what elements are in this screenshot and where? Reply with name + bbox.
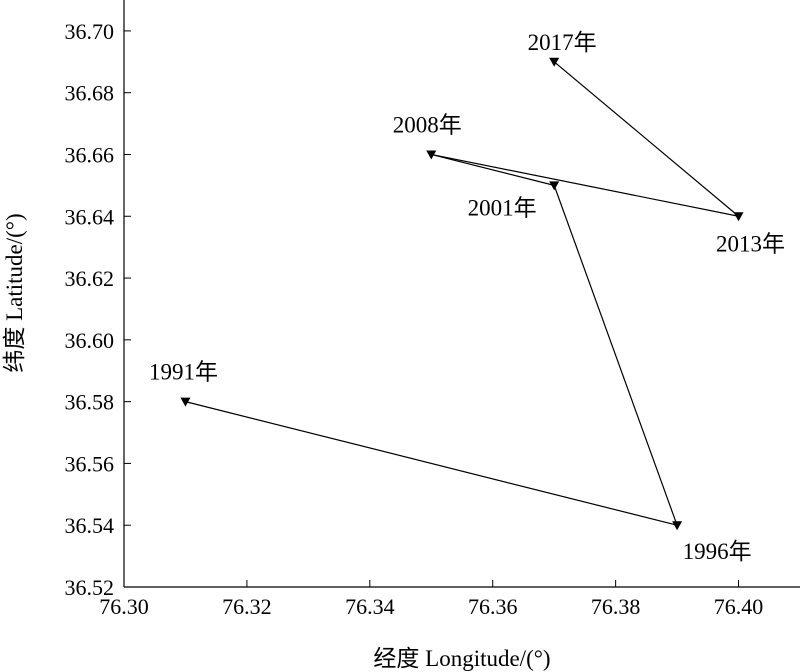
point-labels: 1991年 1996年 2001年 2008年 2013年 2017年 bbox=[149, 30, 785, 564]
series-trajectory bbox=[185, 61, 739, 526]
x-tick-label: 76.40 bbox=[714, 594, 764, 619]
x-tick-label: 76.32 bbox=[222, 594, 272, 619]
point-label: 2017年 bbox=[528, 30, 597, 55]
y-ticks: 36.52 36.54 36.56 36.58 36.60 36.62 36.64 36.66… bbox=[65, 19, 131, 600]
trajectory-segment bbox=[431, 153, 555, 186]
x-tick-label: 76.34 bbox=[345, 594, 395, 619]
data-point-marker bbox=[549, 181, 560, 191]
trajectory-segment bbox=[431, 153, 739, 217]
point-label: 2013年 bbox=[716, 231, 785, 256]
trajectory-segment bbox=[553, 61, 739, 217]
point-label: 2001年 bbox=[468, 195, 537, 220]
y-tick-label: 36.66 bbox=[65, 142, 115, 167]
axes bbox=[123, 0, 800, 588]
y-tick-label: 36.58 bbox=[65, 390, 115, 415]
data-point-marker bbox=[733, 212, 744, 222]
y-tick-label: 36.60 bbox=[65, 328, 115, 353]
y-tick-label: 36.64 bbox=[65, 204, 115, 229]
point-label: 1996年 bbox=[683, 539, 752, 564]
x-ticks: 76.30 76.32 76.34 76.36 76.38 76.40 bbox=[99, 580, 763, 619]
data-point-marker bbox=[672, 521, 683, 531]
y-tick-label: 36.68 bbox=[65, 81, 115, 106]
y-tick-label: 36.54 bbox=[65, 513, 115, 538]
x-tick-label: 76.38 bbox=[591, 594, 641, 619]
data-point-marker bbox=[549, 57, 560, 67]
trajectory-segment bbox=[185, 401, 678, 526]
point-label: 2008年 bbox=[393, 112, 462, 137]
markers bbox=[180, 57, 744, 531]
x-tick-label: 76.36 bbox=[468, 594, 518, 619]
y-tick-label: 36.70 bbox=[65, 19, 115, 44]
y-axis-title: 纬度 Latitude/(°) bbox=[2, 213, 27, 372]
trajectory-segment bbox=[553, 185, 678, 526]
y-tick-label: 36.56 bbox=[65, 451, 115, 476]
y-tick-label: 36.62 bbox=[65, 266, 115, 291]
point-label: 1991年 bbox=[149, 360, 218, 385]
x-tick-label: 76.30 bbox=[99, 594, 149, 619]
x-axis-title: 经度 Longitude/(°) bbox=[373, 646, 550, 671]
data-point-marker bbox=[180, 397, 191, 407]
data-point-marker bbox=[426, 150, 437, 160]
y-tick-label: 36.52 bbox=[65, 575, 115, 600]
